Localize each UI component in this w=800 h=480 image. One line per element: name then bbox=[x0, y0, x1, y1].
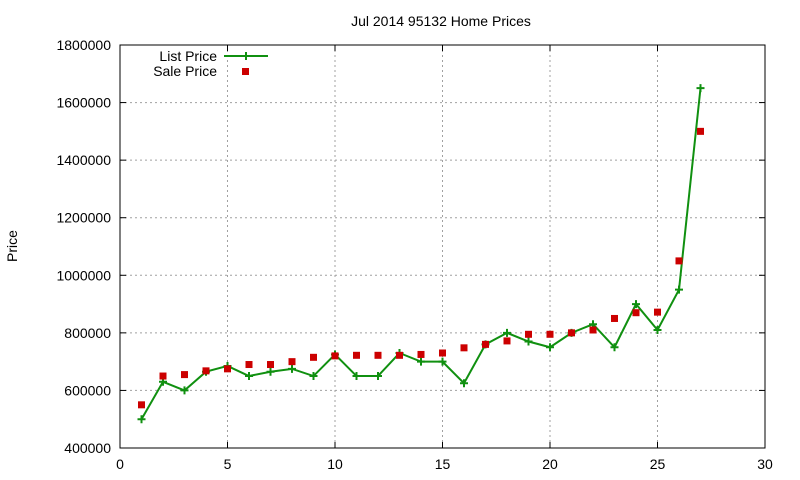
sale-price-point bbox=[310, 353, 317, 361]
sale-price-point bbox=[181, 371, 188, 379]
x-tick-label: 5 bbox=[224, 456, 232, 472]
legend: List Price Sale Price bbox=[153, 48, 268, 79]
sale-price-point bbox=[503, 337, 511, 345]
chart-title: Jul 2014 95132 Home Prices bbox=[351, 13, 531, 29]
x-tick-label: 0 bbox=[116, 456, 124, 472]
grid-lines bbox=[120, 45, 765, 448]
list-price-point bbox=[632, 300, 640, 309]
list-price-point bbox=[696, 84, 705, 93]
x-tick-label: 25 bbox=[650, 456, 666, 472]
sale-price-point bbox=[439, 349, 446, 357]
list-price-point bbox=[288, 364, 296, 373]
sale-price-point bbox=[288, 358, 296, 366]
list-price-point bbox=[137, 415, 146, 424]
sale-price-point bbox=[267, 361, 274, 369]
sale-price-point bbox=[654, 308, 661, 316]
list-price-point bbox=[352, 372, 361, 381]
sale-price-point bbox=[611, 314, 618, 322]
y-axis-label: Price bbox=[4, 230, 20, 262]
sale-price-point bbox=[697, 127, 704, 135]
sale-price-point bbox=[632, 309, 640, 317]
sale-price-point bbox=[396, 351, 403, 359]
list-price-point bbox=[610, 343, 619, 352]
legend-label-sale-price: Sale Price bbox=[153, 63, 217, 79]
axis-ticks: 0 5 10 15 20 25 30 400000 600000 800000 1000000 120… bbox=[56, 37, 773, 472]
sale-price-point bbox=[159, 372, 167, 380]
sale-price-point bbox=[568, 329, 575, 337]
y-tick-label: 800000 bbox=[64, 325, 111, 341]
sale-price-point bbox=[138, 401, 145, 409]
sale-price-point bbox=[525, 330, 532, 338]
list-price-point bbox=[374, 372, 382, 381]
sale-price-point bbox=[546, 330, 554, 338]
legend-label-list-price: List Price bbox=[159, 48, 217, 64]
y-tick-label: 1400000 bbox=[56, 152, 111, 168]
y-tick-label: 600000 bbox=[64, 382, 111, 398]
legend-marker-list-price bbox=[242, 52, 250, 60]
list-price-point bbox=[438, 357, 447, 366]
sale-price-point bbox=[417, 350, 425, 358]
list-price-point bbox=[266, 367, 275, 376]
y-tick-label: 1800000 bbox=[56, 37, 111, 53]
sale-price-point bbox=[353, 351, 360, 359]
list-price-point bbox=[653, 325, 662, 334]
y-tick-label: 400000 bbox=[64, 440, 111, 456]
list-price-point bbox=[245, 372, 253, 381]
sale-price-point bbox=[202, 367, 210, 375]
list-price-point bbox=[460, 379, 468, 388]
x-tick-label: 10 bbox=[327, 456, 343, 472]
series-layer bbox=[137, 84, 705, 424]
x-tick-label: 15 bbox=[435, 456, 451, 472]
list-price-point bbox=[503, 328, 511, 337]
sale-price-point bbox=[374, 351, 382, 359]
x-tick-label: 20 bbox=[542, 456, 558, 472]
sale-price-point bbox=[245, 361, 253, 369]
sale-price-point bbox=[675, 257, 683, 265]
list-price-point bbox=[675, 285, 683, 294]
list-price-point bbox=[180, 386, 189, 395]
legend-marker-sale-price bbox=[242, 68, 249, 75]
list-price-point bbox=[546, 343, 554, 352]
list-price-point bbox=[524, 337, 533, 346]
sale-price-point bbox=[482, 340, 489, 348]
sale-price-point bbox=[331, 352, 339, 360]
y-tick-label: 1200000 bbox=[56, 210, 111, 226]
list-price-point bbox=[309, 372, 318, 381]
sale-price-point bbox=[224, 365, 231, 373]
list-price-point bbox=[417, 357, 425, 366]
sale-price-point bbox=[460, 344, 468, 352]
sale-price-point bbox=[589, 326, 597, 334]
y-tick-label: 1000000 bbox=[56, 267, 111, 283]
x-tick-label: 30 bbox=[757, 456, 773, 472]
y-tick-label: 1600000 bbox=[56, 95, 111, 111]
